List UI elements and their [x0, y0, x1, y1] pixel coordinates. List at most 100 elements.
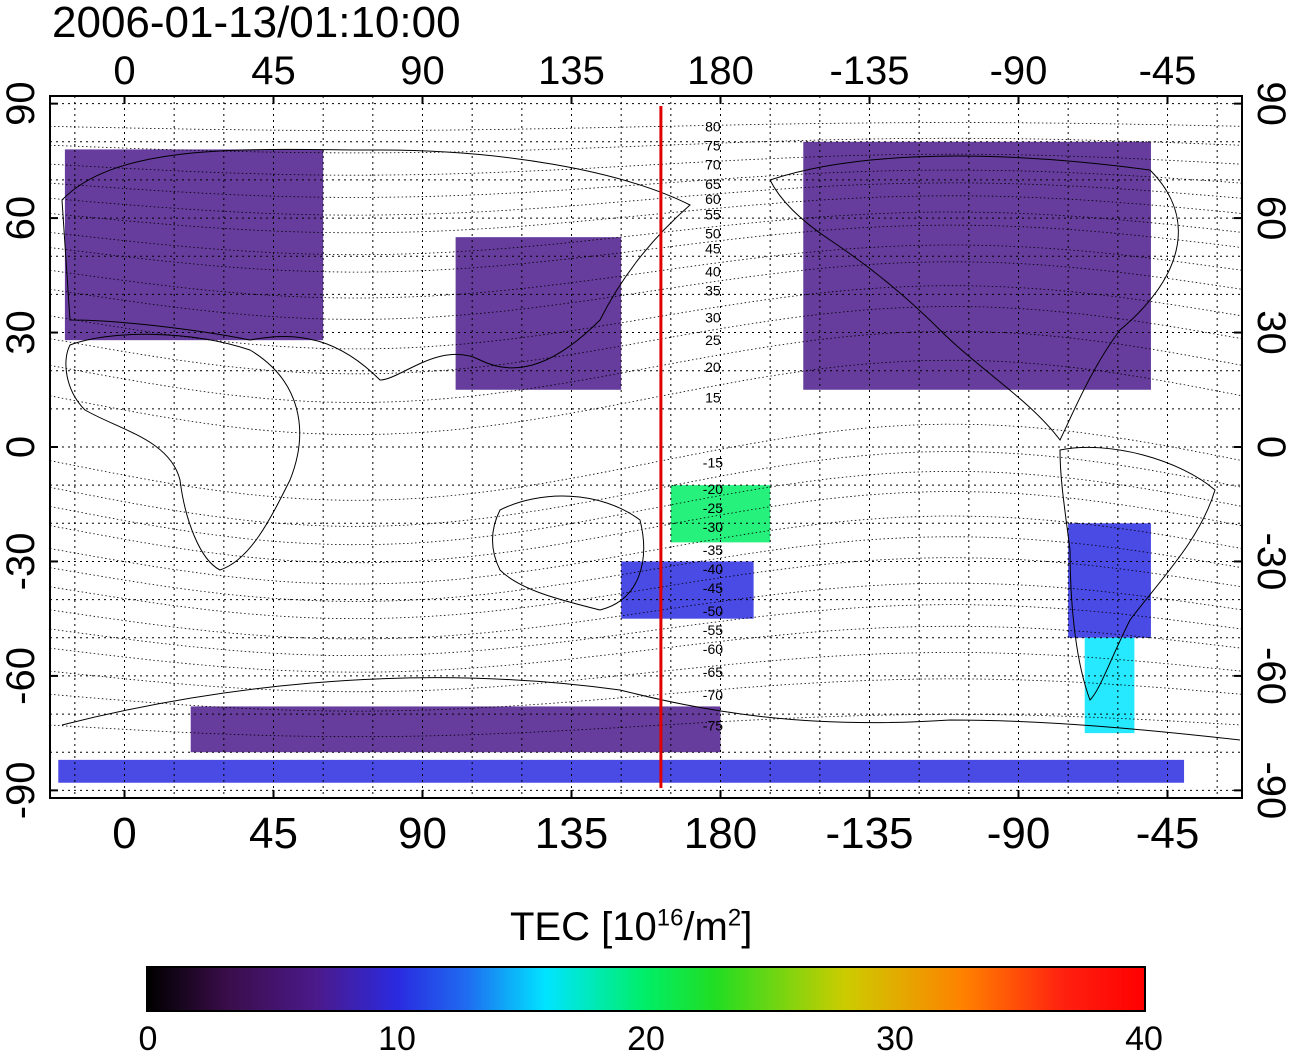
contour-line	[49, 491, 1243, 564]
lon-tick-label-top: 90	[400, 49, 445, 93]
contour-label: -45	[703, 580, 723, 596]
contour-label: -15	[703, 454, 723, 470]
tec-region-7	[58, 759, 1185, 783]
lon-tick-label-bottom: 180	[684, 809, 757, 858]
tec-region-4	[1084, 637, 1135, 734]
lon-tick-label-bottom: 135	[535, 809, 608, 858]
contour-line	[49, 678, 1243, 712]
lon-tick-label-top: 0	[113, 49, 135, 93]
contour-label: -30	[703, 519, 723, 535]
contour-line	[49, 195, 1243, 234]
colorbar-tick-label: 10	[378, 1020, 416, 1058]
colorbar-tick-label: 20	[627, 1020, 665, 1058]
colorbar-tick-label: 30	[876, 1020, 914, 1058]
lat-tick-label-left: -60	[0, 647, 43, 705]
contour-label: -40	[703, 561, 723, 577]
contour-label: 75	[705, 138, 721, 154]
lat-tick-label-left: 30	[0, 310, 43, 355]
lat-tick-label-right: -90	[1249, 761, 1292, 819]
contour-label: -25	[703, 500, 723, 516]
contour-line	[49, 515, 1243, 585]
contour-label: -50	[703, 603, 723, 619]
lon-tick-label-bottom: 0	[112, 809, 136, 858]
lat-tick-label-left: -30	[0, 533, 43, 591]
tec-region-3	[1068, 523, 1151, 638]
lat-tick-label-right: -30	[1249, 533, 1292, 591]
contour-label: 65	[705, 176, 721, 192]
tec-region-8	[190, 706, 721, 753]
coastline-south-america	[1059, 446, 1216, 701]
lon-tick-label-top: 45	[251, 49, 296, 93]
colorbar-title: TEC [1016/m2]	[510, 904, 753, 949]
contour-label: 40	[705, 264, 721, 280]
contour-line	[49, 306, 1243, 375]
contour-label: 70	[705, 157, 721, 173]
lat-tick-label-right: 90	[1249, 81, 1292, 126]
coastlines	[61, 148, 1241, 741]
coastline-europe-asia	[61, 148, 691, 381]
contour-label: -35	[703, 542, 723, 558]
lat-tick-label-right: 60	[1249, 196, 1292, 241]
contour-line	[49, 244, 1243, 299]
contour-line	[49, 604, 1243, 656]
lon-tick-label-top: 180	[687, 49, 754, 93]
contour-line	[49, 261, 1243, 320]
tec-region-2	[803, 141, 1151, 390]
contour-line	[49, 359, 1243, 435]
contour-label: 55	[705, 206, 721, 222]
contour-line	[49, 536, 1243, 602]
coastline-antarctica	[61, 677, 1241, 741]
tec-map: 8075706560555045403530252015-15-20-25-30…	[0, 49, 1292, 858]
lat-tick-label-left: 60	[0, 196, 43, 241]
tec-region-1	[455, 237, 622, 390]
contour-line	[49, 182, 1243, 216]
tec-region-0	[64, 149, 324, 341]
tec-region-6	[670, 485, 771, 543]
contour-line	[49, 137, 1243, 154]
contour-label: 80	[705, 119, 721, 135]
contour-line	[49, 582, 1243, 640]
contour-label: -70	[703, 687, 723, 703]
coastline-north-america	[769, 155, 1179, 441]
lon-tick-label-bottom: 45	[249, 809, 298, 858]
lat-tick-label-left: 90	[0, 81, 43, 126]
contour-label: 25	[705, 332, 721, 348]
lat-tick-label-left: -90	[0, 761, 43, 819]
contour-line	[49, 224, 1243, 273]
lon-tick-label-bottom: -135	[825, 809, 913, 858]
lat-tick-label-right: 30	[1249, 310, 1292, 355]
lat-tick-label-right: -60	[1249, 647, 1292, 705]
coastline-africa	[65, 333, 301, 571]
contour-line	[49, 652, 1243, 693]
contour-label: 30	[705, 309, 721, 325]
lon-tick-label-top: -45	[1139, 49, 1197, 93]
tec-colorbar	[146, 966, 1146, 1012]
contour-line	[49, 423, 1243, 501]
coastline-australia	[492, 495, 645, 611]
contour-label: -75	[703, 718, 723, 734]
contour-line	[49, 285, 1243, 350]
contour-line	[49, 122, 1243, 131]
contour-line	[49, 153, 1243, 176]
contour-line	[49, 557, 1243, 619]
lon-tick-label-top: -90	[990, 49, 1048, 93]
contour-label: 15	[705, 389, 721, 405]
lon-tick-label-bottom: -90	[987, 809, 1051, 858]
axis-ticks: 0045459090135135180180-135-135-90-90-45-…	[0, 49, 1292, 858]
contour-line	[49, 451, 1243, 527]
contour-line	[49, 330, 1243, 403]
contour-label: 50	[705, 225, 721, 241]
contour-label: 45	[705, 241, 721, 257]
contour-label: -55	[703, 622, 723, 638]
lat-tick-label-left: 0	[0, 436, 43, 458]
contour-label: -20	[703, 481, 723, 497]
map-grid	[50, 96, 1242, 798]
map-title: 2006-01-13/01:10:00	[52, 0, 461, 47]
contour-label: 20	[705, 359, 721, 375]
contour-line	[49, 211, 1243, 256]
contour-line	[49, 471, 1243, 546]
contour-line	[49, 625, 1243, 673]
lon-tick-label-bottom: -45	[1136, 809, 1200, 858]
lon-tick-label-top: -135	[829, 49, 909, 93]
